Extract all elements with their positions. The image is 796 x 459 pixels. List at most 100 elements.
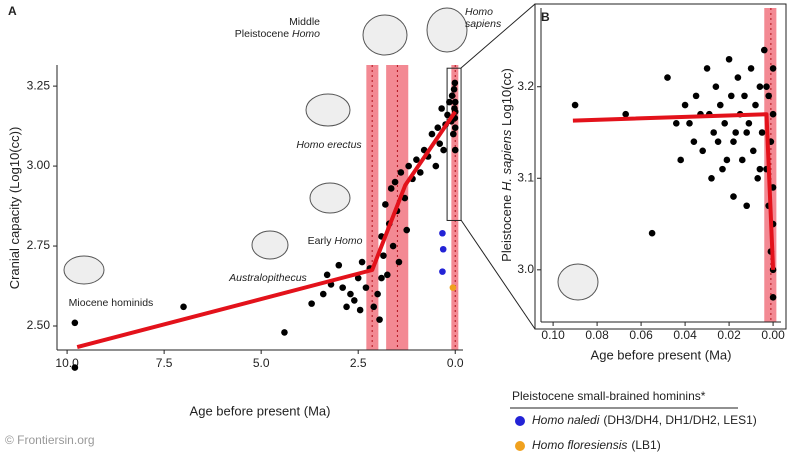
point: [672, 120, 680, 127]
point: [395, 258, 403, 266]
point: [397, 169, 405, 176]
point: [451, 146, 459, 154]
text-span: Miocene hominids: [69, 297, 154, 309]
point: [417, 169, 424, 176]
point: [180, 303, 187, 311]
point: [339, 284, 346, 291]
point: [664, 74, 671, 81]
point: [765, 92, 772, 100]
point: [438, 105, 445, 112]
point: [343, 303, 350, 311]
legend-label: Homo floresiensis (LB1): [532, 438, 661, 452]
point: [347, 290, 354, 298]
x-tick-label: 0.00: [761, 328, 785, 342]
point: [387, 185, 395, 192]
x-axis-title: Age before present (Ma): [591, 347, 732, 362]
annotation: Early Homo: [308, 235, 363, 247]
point: [376, 316, 383, 323]
point: [358, 258, 366, 266]
point: [769, 110, 777, 118]
point: [741, 92, 748, 100]
point: [384, 271, 391, 279]
point: [351, 297, 358, 304]
point: [690, 138, 698, 145]
y-tick-label: 3.1: [517, 170, 534, 184]
legend-note: (DH3/DH4, DH1/DH2, LES1): [603, 413, 756, 427]
text-span: Australopithecus: [228, 272, 307, 284]
text-span: Early: [308, 235, 335, 247]
legend-marker: [515, 441, 525, 451]
text-span: Cranial capacity (Log10(cc)): [7, 127, 22, 290]
point: [370, 303, 378, 311]
annotation: Middle: [289, 16, 320, 28]
point: [760, 46, 768, 54]
point: [677, 156, 684, 164]
point: [354, 274, 362, 282]
point: [727, 92, 735, 100]
text-span: sapiens: [465, 18, 502, 30]
point: [450, 86, 458, 93]
band: [451, 65, 459, 350]
point: [71, 319, 79, 327]
point: [444, 111, 451, 119]
legend-name: Homo naledi: [532, 413, 600, 427]
x-tick-label: 0.0: [447, 356, 464, 370]
point: [439, 268, 446, 275]
y-tick-label: 3.00: [27, 158, 51, 172]
point: [769, 65, 777, 72]
point: [708, 174, 715, 182]
x-tick-label: 5.0: [253, 356, 270, 370]
point: [403, 226, 411, 234]
point: [648, 229, 656, 237]
point: [622, 110, 629, 118]
point: [362, 284, 370, 291]
x-axis-title: Age before present (Ma): [190, 403, 331, 418]
watermark: © Frontiersin.org: [5, 433, 95, 447]
point: [703, 65, 711, 72]
y-tick-label: 2.75: [27, 238, 51, 252]
point: [749, 147, 757, 155]
point: [734, 74, 742, 81]
x-tick-label: 2.5: [350, 356, 367, 370]
band: [366, 65, 379, 350]
point: [571, 101, 579, 109]
x-tick-label: 7.5: [156, 356, 173, 370]
point: [723, 156, 731, 164]
point: [374, 290, 381, 298]
text-span: Homo: [292, 28, 320, 40]
point: [439, 229, 446, 237]
point: [451, 98, 459, 106]
point: [730, 138, 737, 145]
annotation: Australopithecus: [228, 272, 307, 284]
x-tick-label: 0.10: [541, 328, 565, 342]
point: [747, 65, 755, 72]
point: [754, 174, 761, 182]
point: [434, 124, 442, 131]
text-span: Log10(cc): [499, 68, 514, 129]
point: [308, 300, 315, 307]
point: [752, 101, 759, 109]
point: [769, 293, 777, 301]
point: [428, 130, 436, 138]
point: [446, 98, 453, 106]
point: [378, 274, 385, 282]
point: [692, 92, 700, 100]
skull-drawings: [63, 7, 599, 301]
y-tick-label: 2.50: [27, 318, 51, 332]
text-span: Middle: [289, 16, 320, 28]
point: [686, 120, 693, 127]
legend-note: (LB1): [631, 438, 660, 452]
point: [380, 252, 387, 259]
y-tick-label: 3.0: [517, 262, 534, 276]
text-span: H. sapiens: [499, 129, 514, 191]
y-axis-title: Cranial capacity (Log10(cc)): [7, 127, 22, 290]
annotation: Pleistocene Homo: [235, 28, 320, 40]
point: [449, 130, 457, 138]
point: [756, 165, 764, 173]
point: [432, 162, 440, 170]
point: [382, 201, 389, 208]
point: [335, 261, 343, 269]
point: [716, 101, 724, 109]
point: [681, 101, 689, 109]
point: [401, 194, 409, 202]
